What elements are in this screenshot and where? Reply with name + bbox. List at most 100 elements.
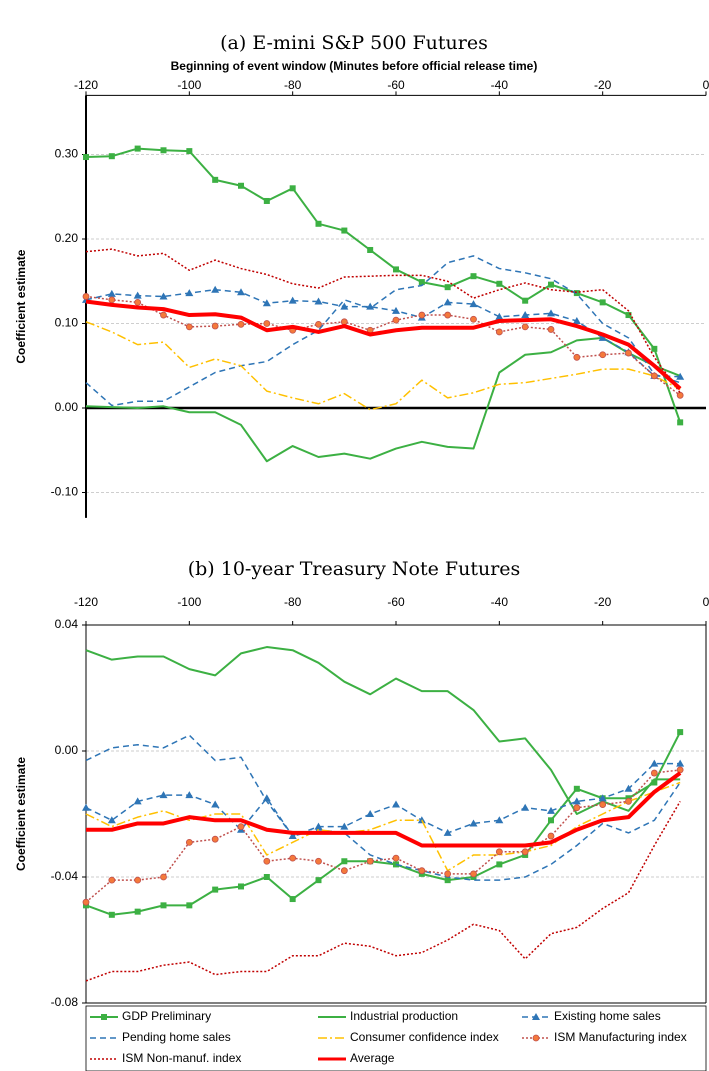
marker [101, 1014, 107, 1020]
marker [288, 296, 297, 304]
marker [676, 391, 684, 399]
legend-box [85, 1005, 707, 1071]
marker [82, 293, 90, 300]
marker [289, 896, 296, 903]
marker [134, 145, 141, 152]
marker [444, 311, 452, 319]
marker [263, 857, 271, 865]
marker [677, 729, 684, 736]
marker [392, 306, 400, 314]
marker [469, 300, 478, 308]
marker [315, 220, 322, 227]
marker [470, 315, 477, 323]
x-tick-label: -20 [594, 78, 612, 92]
marker [340, 318, 348, 326]
x-tick-label: -40 [491, 595, 509, 609]
marker [495, 312, 504, 320]
marker [392, 316, 400, 324]
series-line [85, 734, 681, 881]
series-line [85, 731, 682, 916]
marker [599, 351, 607, 359]
marker [532, 1034, 540, 1042]
x-tick-label: -80 [284, 595, 302, 609]
marker [341, 227, 348, 234]
series-line [85, 248, 681, 394]
marker [341, 858, 348, 865]
marker [495, 848, 503, 856]
chart-title: (b) 10-year Treasury Note Futures [188, 558, 521, 580]
legend-label: Industrial production [350, 1009, 458, 1023]
marker [651, 779, 658, 786]
series-line [85, 295, 681, 396]
marker [496, 861, 503, 868]
marker [572, 797, 581, 805]
marker [521, 311, 530, 319]
x-tick-label: -120 [74, 595, 98, 609]
marker [263, 874, 270, 880]
series-line [85, 646, 681, 815]
y-tick-label: 0.20 [55, 231, 79, 245]
series-line [85, 321, 681, 411]
marker [624, 784, 633, 792]
marker [573, 785, 580, 792]
marker [108, 153, 115, 160]
marker [212, 886, 219, 893]
marker [185, 323, 193, 331]
legend-label: Existing home sales [554, 1009, 661, 1023]
marker [444, 877, 451, 884]
marker [393, 266, 399, 273]
marker [599, 299, 606, 306]
marker [521, 803, 530, 811]
marker [160, 311, 167, 319]
marker [82, 803, 90, 811]
marker [443, 298, 452, 306]
marker [134, 298, 142, 306]
marker [340, 822, 349, 830]
marker [443, 828, 452, 836]
marker [676, 766, 684, 774]
marker [315, 877, 322, 884]
y-tick-label: 0.10 [55, 316, 79, 330]
marker [444, 284, 451, 291]
x-tick-label: 0 [703, 78, 709, 92]
marker [211, 285, 220, 293]
marker [237, 320, 245, 328]
x-tick-label: -20 [594, 595, 612, 609]
x-tick-label: -100 [177, 78, 201, 92]
marker [237, 288, 245, 296]
series-line [85, 762, 681, 837]
marker [186, 902, 193, 909]
marker [289, 185, 296, 192]
marker [532, 1013, 540, 1020]
y-tick-label: -0.08 [51, 995, 79, 1009]
marker [366, 810, 375, 817]
marker [160, 902, 167, 909]
marker [211, 322, 219, 330]
marker [237, 823, 245, 830]
marker [134, 876, 142, 884]
marker [238, 883, 244, 890]
marker [186, 148, 193, 155]
y-axis-label: Coefficient estimate [14, 757, 28, 871]
x-tick-label: -100 [177, 595, 201, 609]
marker [108, 296, 116, 304]
marker [211, 835, 219, 843]
marker [599, 801, 607, 808]
marker [418, 867, 426, 875]
marker [107, 289, 116, 297]
marker [598, 333, 607, 341]
legend-label: GDP Preliminary [122, 1009, 211, 1023]
marker [392, 800, 400, 808]
x-tick-label: -60 [387, 595, 405, 609]
y-tick-label: 0.04 [55, 617, 79, 631]
marker [676, 759, 685, 767]
series-line [85, 288, 681, 378]
marker [262, 299, 271, 307]
marker [547, 326, 555, 333]
marker [547, 309, 555, 317]
marker [470, 870, 477, 878]
marker [573, 804, 581, 812]
x-tick-label: 0 [703, 595, 709, 609]
marker [133, 797, 142, 805]
